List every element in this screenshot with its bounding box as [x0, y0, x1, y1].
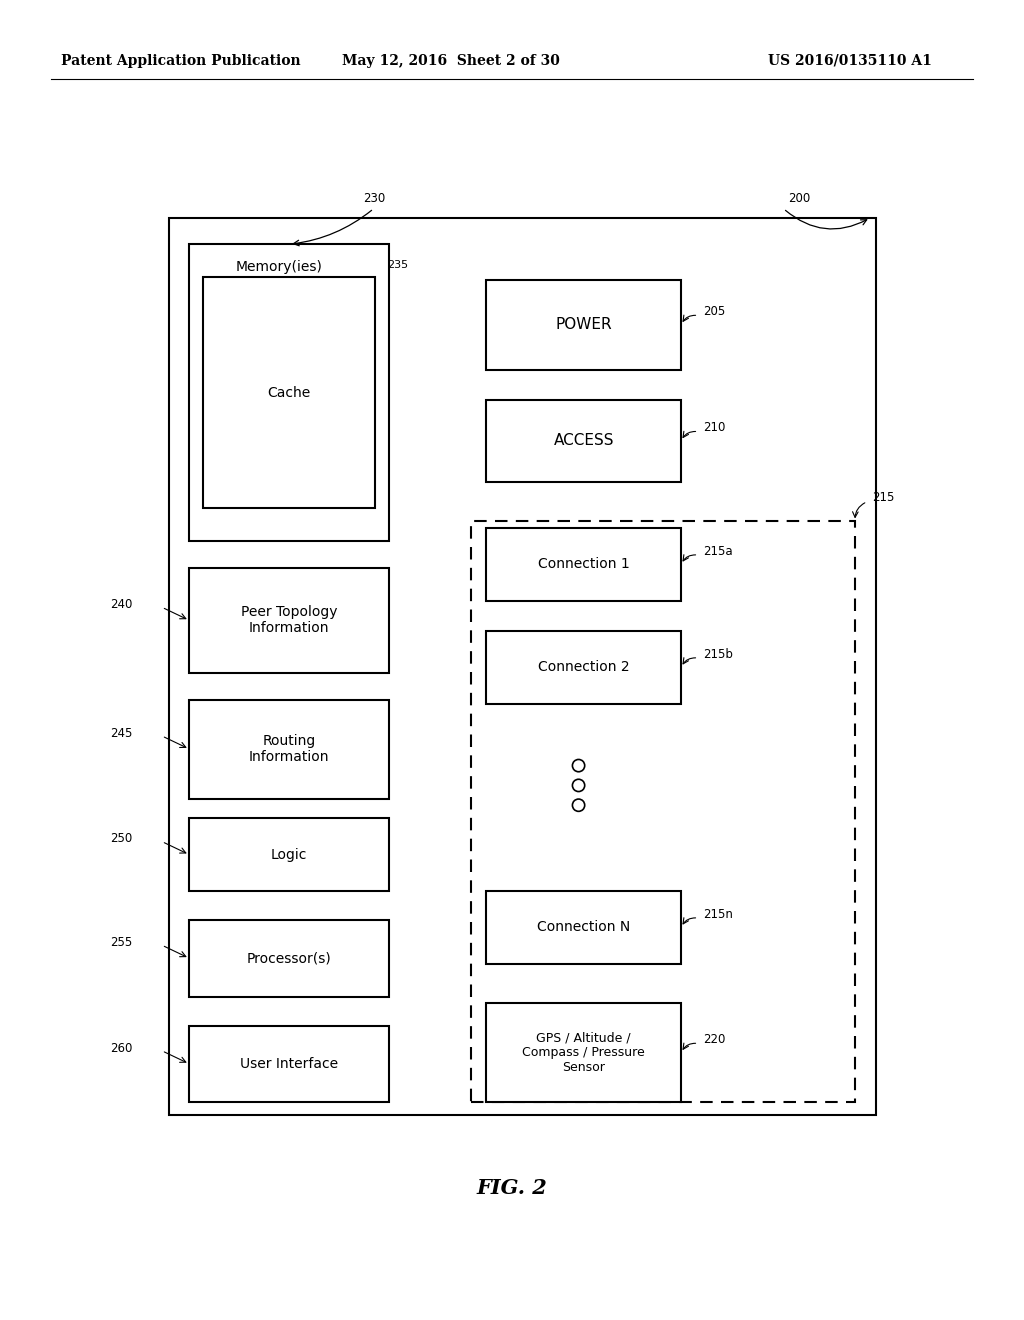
Text: Connection 1: Connection 1: [538, 557, 630, 572]
Bar: [486, 631, 681, 704]
Text: 210: 210: [703, 421, 726, 434]
Bar: [189, 568, 389, 673]
Text: 220: 220: [703, 1034, 726, 1045]
Text: GPS / Altitude /
Compass / Pressure
Sensor: GPS / Altitude / Compass / Pressure Sens…: [522, 1031, 645, 1074]
Bar: [189, 1026, 389, 1102]
Text: May 12, 2016  Sheet 2 of 30: May 12, 2016 Sheet 2 of 30: [342, 54, 559, 67]
Text: 230: 230: [362, 191, 385, 205]
Bar: [203, 277, 375, 508]
Text: Cache: Cache: [267, 385, 310, 400]
Text: 250: 250: [111, 833, 133, 845]
Text: Memory(ies): Memory(ies): [236, 260, 323, 275]
Text: POWER: POWER: [555, 317, 612, 333]
Bar: [486, 280, 681, 370]
Bar: [486, 1003, 681, 1102]
Text: Connection N: Connection N: [537, 920, 631, 935]
Bar: [471, 521, 855, 1102]
Text: Logic: Logic: [271, 847, 307, 862]
Bar: [189, 920, 389, 997]
Text: 260: 260: [111, 1041, 133, 1055]
Ellipse shape: [572, 799, 585, 812]
Text: 240: 240: [111, 598, 133, 611]
Bar: [486, 528, 681, 601]
Bar: [189, 818, 389, 891]
Text: User Interface: User Interface: [241, 1057, 338, 1071]
Text: 245: 245: [111, 727, 133, 739]
Bar: [189, 700, 389, 799]
Ellipse shape: [572, 759, 585, 772]
Text: Patent Application Publication: Patent Application Publication: [61, 54, 301, 67]
Text: US 2016/0135110 A1: US 2016/0135110 A1: [768, 54, 932, 67]
Bar: [486, 891, 681, 964]
Text: ACCESS: ACCESS: [553, 433, 614, 449]
Text: 215b: 215b: [703, 648, 733, 660]
Text: Connection 2: Connection 2: [538, 660, 630, 675]
Bar: [189, 244, 389, 541]
Text: 255: 255: [111, 936, 133, 949]
Text: 215n: 215n: [703, 908, 733, 920]
Text: 235: 235: [387, 260, 409, 271]
Text: 205: 205: [703, 305, 726, 318]
Bar: [169, 218, 876, 1115]
Bar: [486, 400, 681, 482]
Text: 215a: 215a: [703, 545, 733, 557]
Text: Routing
Information: Routing Information: [249, 734, 330, 764]
Text: FIG. 2: FIG. 2: [476, 1177, 548, 1199]
Text: 200: 200: [788, 191, 811, 205]
Text: 215: 215: [872, 491, 895, 504]
Ellipse shape: [572, 779, 585, 792]
Text: Peer Topology
Information: Peer Topology Information: [241, 606, 338, 635]
Text: Processor(s): Processor(s): [247, 952, 332, 965]
